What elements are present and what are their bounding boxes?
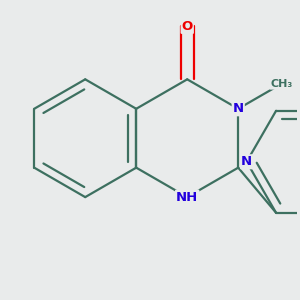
- Text: N: N: [233, 102, 244, 115]
- Text: O: O: [182, 20, 193, 33]
- Text: N: N: [241, 155, 252, 168]
- Text: NH: NH: [176, 190, 198, 204]
- Text: CH₃: CH₃: [270, 79, 293, 89]
